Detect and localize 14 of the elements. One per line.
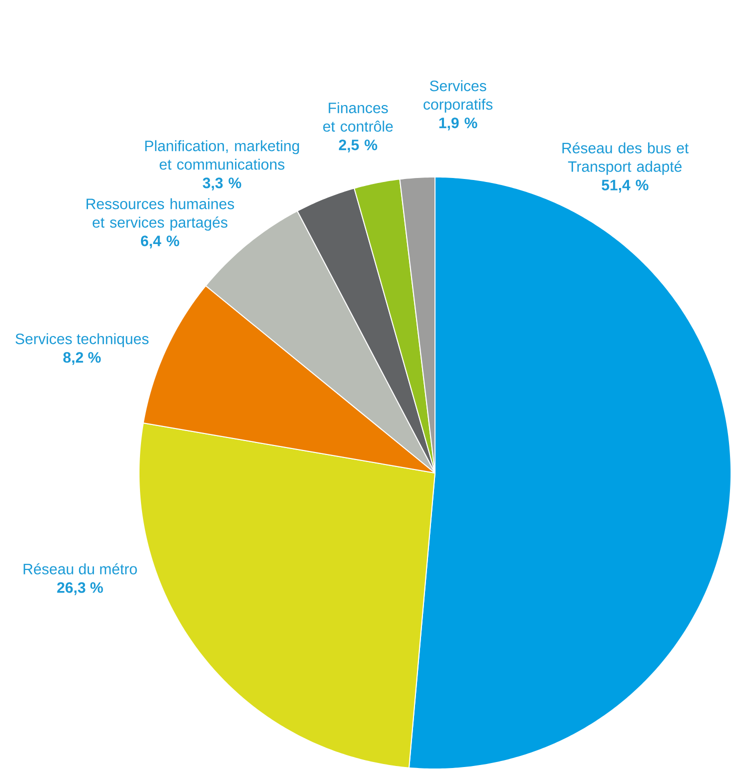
data-label: 6,4 % [140,236,180,248]
slice-label: Ressources humaines et services partagés [86,198,234,231]
slice-label: Planification, marketing et communications [145,140,299,170]
slice-label: Réseau des bus et Transport adapté [562,142,689,175]
data-label: 26,3 % [57,582,103,596]
data-label: 2,5 % [338,140,378,152]
slice-label: Services corporatifs [424,80,492,113]
slice-label: Services techniques [16,333,149,348]
data-label: 1,9 % [439,118,478,130]
data-label: 8,2 % [63,352,101,365]
data-label: 3,3 % [202,178,242,190]
slice-label: Réseau du métro [24,563,137,574]
slice-label: Finances et contrôle [323,102,393,132]
data-label: 51,4 % [602,180,648,193]
